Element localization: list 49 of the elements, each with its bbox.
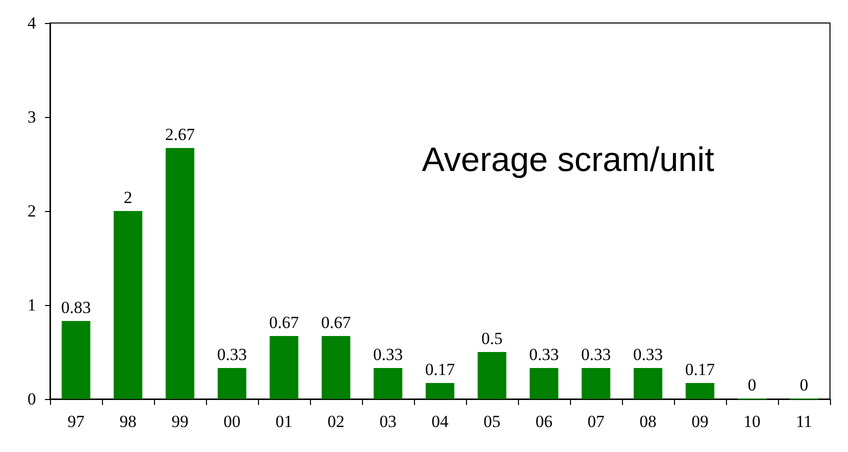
data-label: 0.5: [481, 329, 503, 348]
x-tick-label: 01: [276, 412, 292, 431]
x-tick-label: 02: [328, 412, 344, 431]
x-tick-label: 05: [484, 412, 500, 431]
y-tick-label: 1: [28, 296, 36, 314]
x-tick-label: 03: [380, 412, 396, 431]
bar: [62, 320, 90, 399]
bar: [582, 368, 610, 399]
x-tick-label: 04: [432, 412, 449, 431]
bar: [114, 211, 142, 399]
text: Average scram/unit: [422, 141, 715, 179]
data-label: 0.67: [321, 313, 352, 332]
bar: [478, 352, 506, 399]
y-tick-label: 3: [28, 108, 36, 126]
data-label: 2: [124, 188, 132, 207]
y-tick-label: 4: [28, 14, 36, 32]
bar: [426, 383, 454, 399]
bar: [686, 383, 714, 399]
data-label: 0.33: [581, 344, 611, 364]
data-label: 0.67: [269, 313, 300, 332]
data-label: 2.67: [165, 125, 196, 144]
x-tick-label: 09: [692, 412, 708, 431]
data-label: 0.33: [529, 344, 559, 364]
data-label: 0.33: [217, 344, 247, 364]
data-label: 0.33: [633, 344, 663, 364]
bar: [218, 368, 246, 399]
y-tick-label: 2: [28, 202, 36, 220]
x-tick-label: 00: [224, 412, 240, 431]
x-tick-label: 08: [640, 412, 656, 431]
x-tick-label: 11: [796, 412, 812, 431]
data-label: 0.17: [685, 360, 716, 380]
x-tick-label: 06: [536, 412, 552, 431]
bar: [374, 368, 402, 399]
data-label: 0: [800, 376, 808, 394]
bar: [166, 148, 194, 399]
bar: [634, 368, 662, 399]
x-tick-label: 10: [744, 412, 760, 431]
x-tick-label: 07: [588, 412, 605, 431]
bar: [270, 336, 298, 399]
x-tick-label: 99: [172, 412, 188, 431]
data-label: 0.83: [61, 298, 91, 317]
bar: [530, 368, 558, 399]
x-tick-label: 97: [68, 412, 85, 431]
y-tick-label: 0: [28, 390, 36, 408]
x-tick-label: 98: [120, 412, 136, 431]
data-label: 0: [748, 376, 756, 394]
data-label: 0.17: [425, 360, 456, 380]
bar: [322, 336, 350, 399]
data-label: 0.33: [373, 344, 403, 364]
